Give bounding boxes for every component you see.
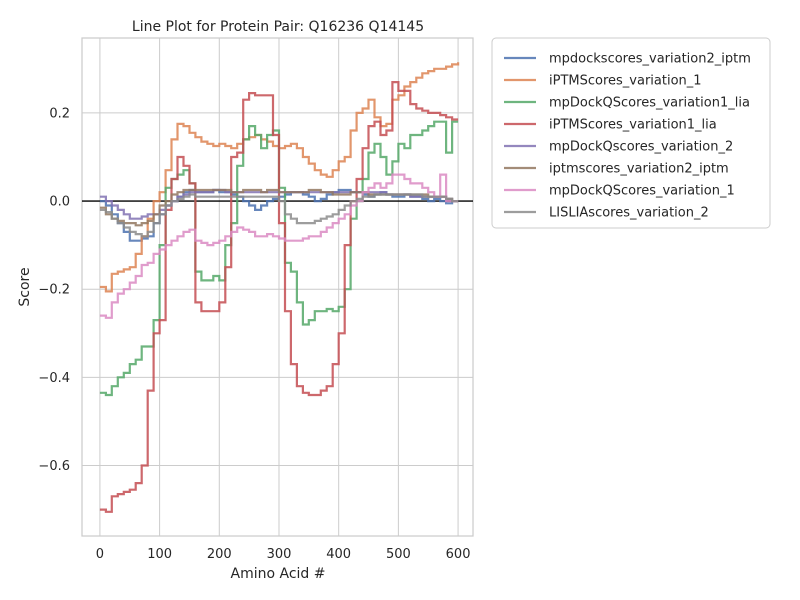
y-tick-label: −0.6 [38, 459, 70, 474]
legend-items: mpdockscores_variation2_iptm iPTMScores_v… [504, 52, 751, 221]
y-tick-labels: −0.6 −0.4 −0.2 0.0 0.2 [38, 106, 70, 474]
x-tick-labels: 0 100 200 300 400 500 600 [96, 547, 471, 562]
y-tick-label: 0.0 [49, 195, 70, 210]
series-line-lisliascores-variation-2 [99, 193, 459, 238]
x-tick-label: 400 [326, 547, 351, 562]
chart-title: Line Plot for Protein Pair: Q16236 Q1414… [132, 19, 424, 35]
legend-label: mpDockQscores_variation_2 [549, 140, 733, 155]
y-tick-label: 0.2 [49, 106, 70, 121]
x-tick-label: 500 [386, 547, 411, 562]
grid [82, 38, 473, 536]
legend-box [491, 37, 771, 229]
x-tick-label: 300 [267, 547, 292, 562]
x-tick-label: 200 [207, 547, 232, 562]
legend-label: LISLIAscores_variation_2 [549, 206, 709, 221]
y-tick-label: −0.4 [38, 371, 70, 386]
legend-label: mpdockscores_variation2_iptm [549, 52, 751, 67]
legend-label: mpDockQScores_variation1_lia [549, 96, 750, 111]
series-lines [99, 62, 460, 513]
x-tick-label: 100 [147, 547, 172, 562]
legend-label: iPTMScores_variation1_lia [549, 118, 717, 133]
x-tick-label: 600 [446, 547, 471, 562]
series-line-mpdockqscores-variation-1 [99, 173, 459, 319]
legend-label: iPTMScores_variation_1 [549, 74, 702, 89]
series-line-iptmscores-variation1-lia [99, 81, 459, 513]
legend-label: mpDockQScores_variation_1 [549, 184, 735, 199]
y-tick-label: −0.2 [38, 283, 70, 298]
plot-frame [81, 37, 474, 537]
y-axis-title: Score [17, 267, 33, 306]
x-tick-label: 0 [96, 547, 104, 562]
legend: mpdockscores_variation2_iptm iPTMScores_v… [491, 37, 771, 229]
legend-label: iptmscores_variation2_iptm [549, 162, 729, 177]
x-axis-title: Amino Acid # [231, 566, 326, 582]
series-line-mpdockqscores-variation1-lia [99, 120, 459, 397]
